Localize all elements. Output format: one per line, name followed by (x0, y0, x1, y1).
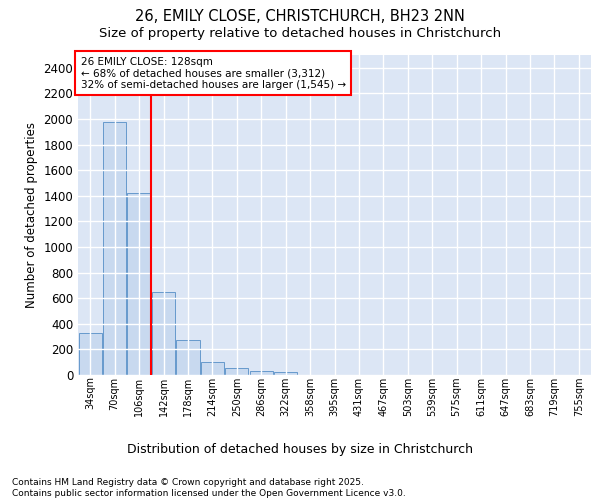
Bar (274, 372, 297, 375)
Bar (103, 122, 126, 375)
Y-axis label: Number of detached properties: Number of detached properties (25, 122, 38, 308)
Text: Size of property relative to detached houses in Christchurch: Size of property relative to detached ho… (99, 28, 501, 40)
Text: 26, EMILY CLOSE, CHRISTCHURCH, BH23 2NN: 26, EMILY CLOSE, CHRISTCHURCH, BH23 2NN (135, 9, 465, 24)
Bar (79, 333, 102, 375)
Bar (201, 362, 224, 375)
Text: Distribution of detached houses by size in Christchurch: Distribution of detached houses by size … (127, 442, 473, 456)
Bar (127, 193, 151, 375)
Bar (250, 371, 273, 375)
Bar (225, 368, 248, 375)
Bar (176, 340, 200, 375)
Text: Contains HM Land Registry data © Crown copyright and database right 2025.
Contai: Contains HM Land Registry data © Crown c… (12, 478, 406, 498)
Bar (152, 292, 175, 375)
Text: 26 EMILY CLOSE: 128sqm
← 68% of detached houses are smaller (3,312)
32% of semi-: 26 EMILY CLOSE: 128sqm ← 68% of detached… (80, 56, 346, 90)
